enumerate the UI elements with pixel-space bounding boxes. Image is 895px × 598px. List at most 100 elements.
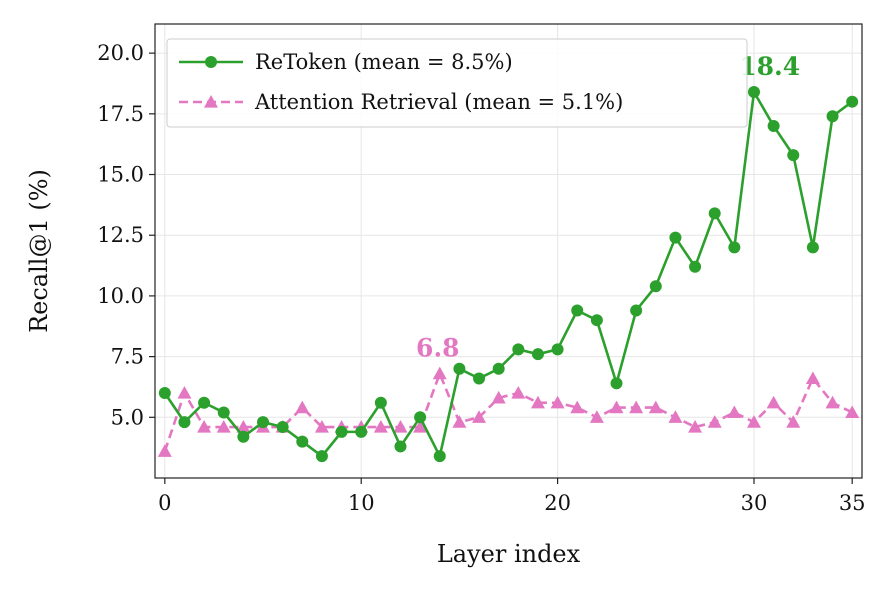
data-point [826,110,839,123]
data-point [688,420,703,433]
data-point [590,314,603,327]
data-point [374,396,387,409]
data-point [707,415,722,428]
data-point [511,386,526,399]
data-point [452,415,467,428]
data-point [669,231,682,244]
data-point [708,207,721,220]
x-tick-label: 30 [741,491,768,515]
data-point [787,149,800,162]
legend-item-1: Attention Retrieval (mean = 5.1%) [179,90,623,114]
data-point [217,406,230,419]
x-tick-label: 35 [839,491,866,515]
data-point [393,420,408,433]
legend-box [166,38,748,128]
legend-label: Attention Retrieval (mean = 5.1%) [254,90,623,114]
data-point [177,386,192,399]
data-point [530,395,545,409]
data-point [432,366,447,380]
plot-frame [154,23,863,479]
series-0 [158,85,859,463]
y-tick-label: 20.0 [97,41,144,65]
data-point [550,395,565,409]
y-tick-label: 7.5 [111,345,144,369]
data-point [236,420,251,433]
series-layer [157,85,860,463]
data-point [747,85,760,98]
value-annotation: 6.8 [416,334,460,363]
x-tick-label: 0 [158,491,171,515]
data-point [570,400,585,414]
data-point [728,241,741,254]
data-point [630,304,643,317]
data-point [491,390,506,404]
data-point [806,241,819,254]
data-point [767,119,780,132]
data-point [629,400,644,414]
data-point [204,95,218,108]
data-point [433,450,446,463]
x-tick-label: 10 [348,491,375,515]
legend-label: ReToken (mean = 8.5%) [255,50,513,74]
y-tick-label: 12.5 [97,223,144,247]
data-point [846,95,859,108]
data-point [473,372,486,385]
data-point [414,411,427,424]
x-axis-label: Layer index [437,540,581,568]
data-point [315,450,328,463]
legend-item-0: ReToken (mean = 8.5%) [179,50,513,74]
legend: ReToken (mean = 8.5%) Attention Retrieval… [166,38,748,128]
data-point [571,304,584,317]
value-annotation: 18.4 [739,52,800,81]
data-point [668,410,683,423]
data-point [610,377,623,390]
data-point [825,395,840,409]
data-point [648,400,663,414]
data-point [453,362,466,375]
data-point [314,420,329,433]
data-point [766,395,781,409]
data-point [237,430,250,443]
axis-ticks: 0 10 20 30 35 5.0 7.5 10.0 12.5 15.0 17.5 20.0 [97,41,865,515]
data-point [531,348,544,361]
data-point [355,425,368,438]
data-point [205,56,217,68]
data-point [727,405,742,419]
data-point [805,371,820,385]
data-point [157,444,172,457]
data-point [689,260,702,273]
data-point [197,420,212,433]
data-point [216,420,231,433]
data-point [492,362,505,375]
data-point [413,420,428,433]
y-tick-label: 17.5 [97,102,144,126]
data-point [335,425,348,438]
data-point [845,405,860,419]
data-point [649,280,662,293]
data-point [786,415,801,428]
data-point [746,415,761,428]
data-point [178,416,191,429]
data-point [472,410,487,423]
y-tick-label: 5.0 [111,405,144,429]
data-point [551,343,564,356]
y-tick-label: 10.0 [97,284,144,308]
data-point [512,343,525,356]
data-point [373,420,388,433]
series-line [163,90,853,458]
y-axis-label: Recall@1 (%) [25,169,53,333]
data-point [276,421,289,434]
annotations: 18.4 6.8 [416,52,800,363]
data-point [589,410,604,423]
y-tick-label: 15.0 [97,163,144,187]
series-line [163,372,853,452]
legend-items: ReToken (mean = 8.5%) Attention Retrieval… [179,50,623,114]
data-point [296,435,309,448]
data-point [198,396,211,409]
data-point [158,387,171,400]
data-point [257,416,270,429]
x-tick-label: 20 [544,491,571,515]
data-point [609,400,624,414]
data-point [394,440,407,453]
